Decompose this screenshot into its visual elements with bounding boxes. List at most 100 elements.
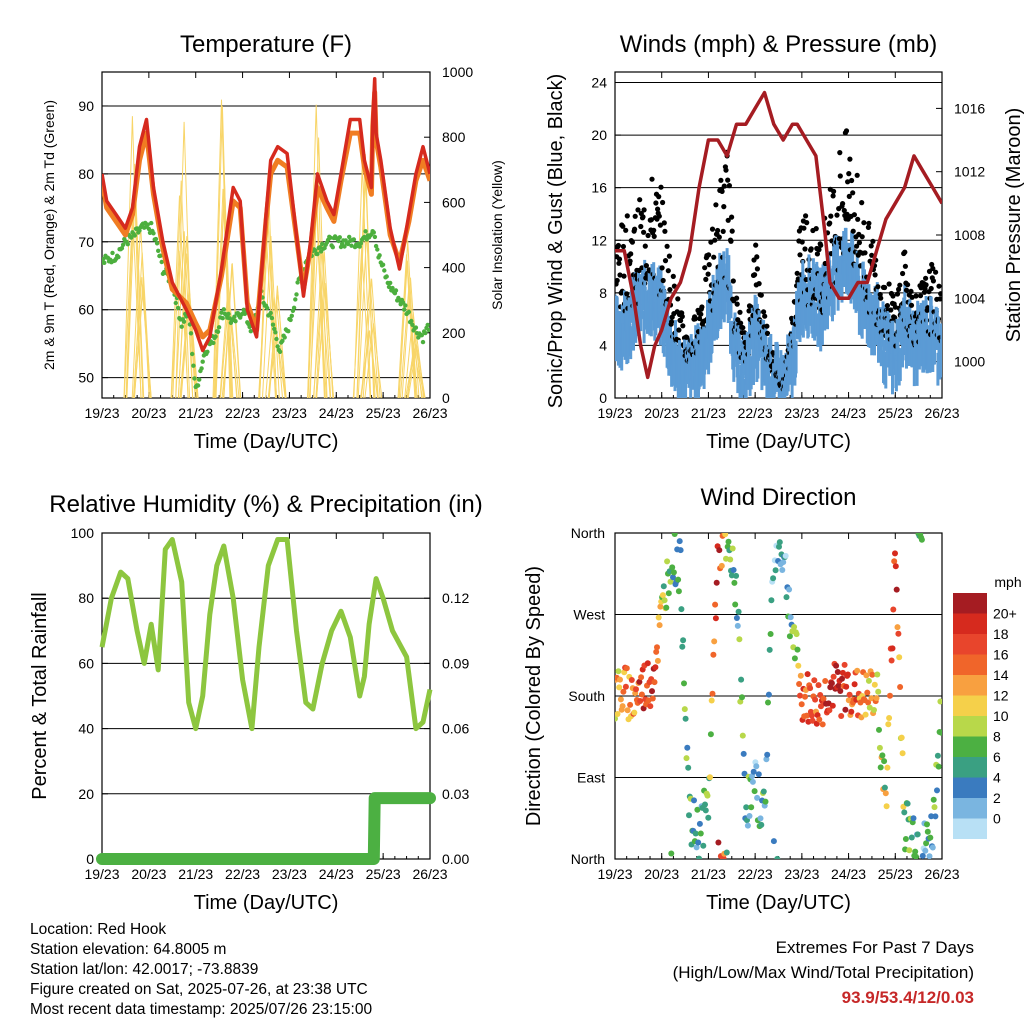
dewpoint-point <box>173 300 178 306</box>
direction-point <box>696 820 703 827</box>
gust-point <box>855 216 861 222</box>
gust-point <box>834 212 840 218</box>
direction-point <box>660 583 667 590</box>
dewpoint-point <box>200 359 205 364</box>
gust-point <box>662 228 668 234</box>
x-tick-label: 19/23 <box>84 866 119 882</box>
dewpoint-point <box>129 235 134 240</box>
direction-point <box>912 848 919 855</box>
dewpoint-point <box>384 274 389 279</box>
legend-label: 4 <box>993 770 1001 786</box>
direction-point <box>753 763 760 770</box>
direction-point <box>819 721 826 728</box>
legend-label: 10 <box>993 708 1009 724</box>
gust-point <box>642 243 648 249</box>
x-tick-label: 20/23 <box>644 405 679 421</box>
y-tick-label: 12 <box>591 232 607 248</box>
direction-point <box>716 547 723 554</box>
direction-point <box>854 667 861 674</box>
direction-point <box>628 677 635 683</box>
dewpoint-point <box>275 344 280 349</box>
dewpoint-point <box>317 245 323 250</box>
direction-point <box>743 804 750 811</box>
chart-humidity-precip: Relative Humidity (%) & Precipitation (i… <box>29 491 483 914</box>
direction-point <box>712 615 719 622</box>
direction-point <box>754 794 761 801</box>
direction-point <box>910 815 917 822</box>
direction-point <box>826 707 833 714</box>
direction-point <box>677 547 684 554</box>
direction-point <box>838 713 845 719</box>
y-tick-label: North <box>571 851 605 867</box>
dewpoint-point <box>205 349 210 354</box>
gust-point <box>620 223 626 229</box>
gust-point <box>621 273 627 279</box>
direction-point <box>617 676 623 683</box>
y-axis-label: Direction (Colored By Speed) <box>523 566 545 826</box>
gust-point <box>872 272 878 278</box>
y-right-tick-label: 200 <box>442 325 466 341</box>
x-tick-label: 26/23 <box>924 866 959 882</box>
x-tick-label: 23/23 <box>784 866 819 882</box>
direction-point <box>656 622 663 629</box>
direction-point <box>732 601 739 608</box>
direction-point <box>914 831 921 838</box>
direction-point <box>733 615 740 621</box>
dewpoint-point <box>293 297 298 302</box>
y-right-tick-label: 400 <box>442 260 466 276</box>
direction-point <box>894 624 901 631</box>
direction-point <box>803 712 810 719</box>
direction-point <box>733 572 740 579</box>
dewpoint-point <box>191 363 196 368</box>
y-right-tick-label: 0.12 <box>442 590 469 606</box>
x-tick-label: 23/23 <box>272 866 307 882</box>
x-tick-label: 25/23 <box>878 405 913 421</box>
direction-point <box>654 644 660 651</box>
gust-point <box>799 239 805 245</box>
gust-point <box>666 253 673 259</box>
y-tick-label: 24 <box>591 75 607 91</box>
dewpoint-point <box>233 319 238 324</box>
direction-point <box>804 671 811 678</box>
y-right-tick-label: 0.00 <box>442 851 469 867</box>
dewpoint-point <box>220 316 225 321</box>
direction-point <box>843 683 850 690</box>
gust-point <box>930 278 937 284</box>
gust-point <box>894 291 901 297</box>
direction-point <box>760 788 767 795</box>
direction-point <box>708 697 715 704</box>
gust-point <box>669 319 675 325</box>
data-layer <box>102 77 430 398</box>
direction-point <box>675 588 682 595</box>
direction-point <box>783 594 790 601</box>
gust-point <box>730 278 736 284</box>
gust-point <box>890 293 896 299</box>
direction-point <box>873 695 880 702</box>
dewpoint-point <box>409 318 414 324</box>
legend-swatch <box>953 695 987 716</box>
gust-point <box>679 313 685 320</box>
direction-point <box>892 563 899 570</box>
extremes-title: Extremes For Past 7 Days <box>775 938 974 957</box>
x-tick-label: 25/23 <box>366 866 401 882</box>
dewpoint-point <box>116 254 121 260</box>
direction-point <box>822 678 829 684</box>
direction-point <box>684 744 691 751</box>
x-tick-label: 23/23 <box>272 405 307 421</box>
direction-point <box>680 637 687 644</box>
direction-point <box>786 633 793 640</box>
dewpoint-point <box>125 242 130 247</box>
direction-point <box>918 536 925 543</box>
dewpoint-point <box>145 222 150 227</box>
direction-point <box>730 567 737 573</box>
direction-point <box>638 691 645 698</box>
dewpoint-point <box>219 310 224 315</box>
direction-point <box>893 586 900 593</box>
dewpoint-point <box>268 310 273 316</box>
dewpoint-point <box>328 235 333 240</box>
chart-temperature: Temperature (F) 19/23 20/23 21/23 22/23 23/23… <box>41 31 505 453</box>
solar-insolation-line <box>268 291 287 398</box>
dewpoint-point <box>426 327 430 333</box>
direction-point <box>797 672 804 679</box>
direction-point <box>841 661 848 668</box>
